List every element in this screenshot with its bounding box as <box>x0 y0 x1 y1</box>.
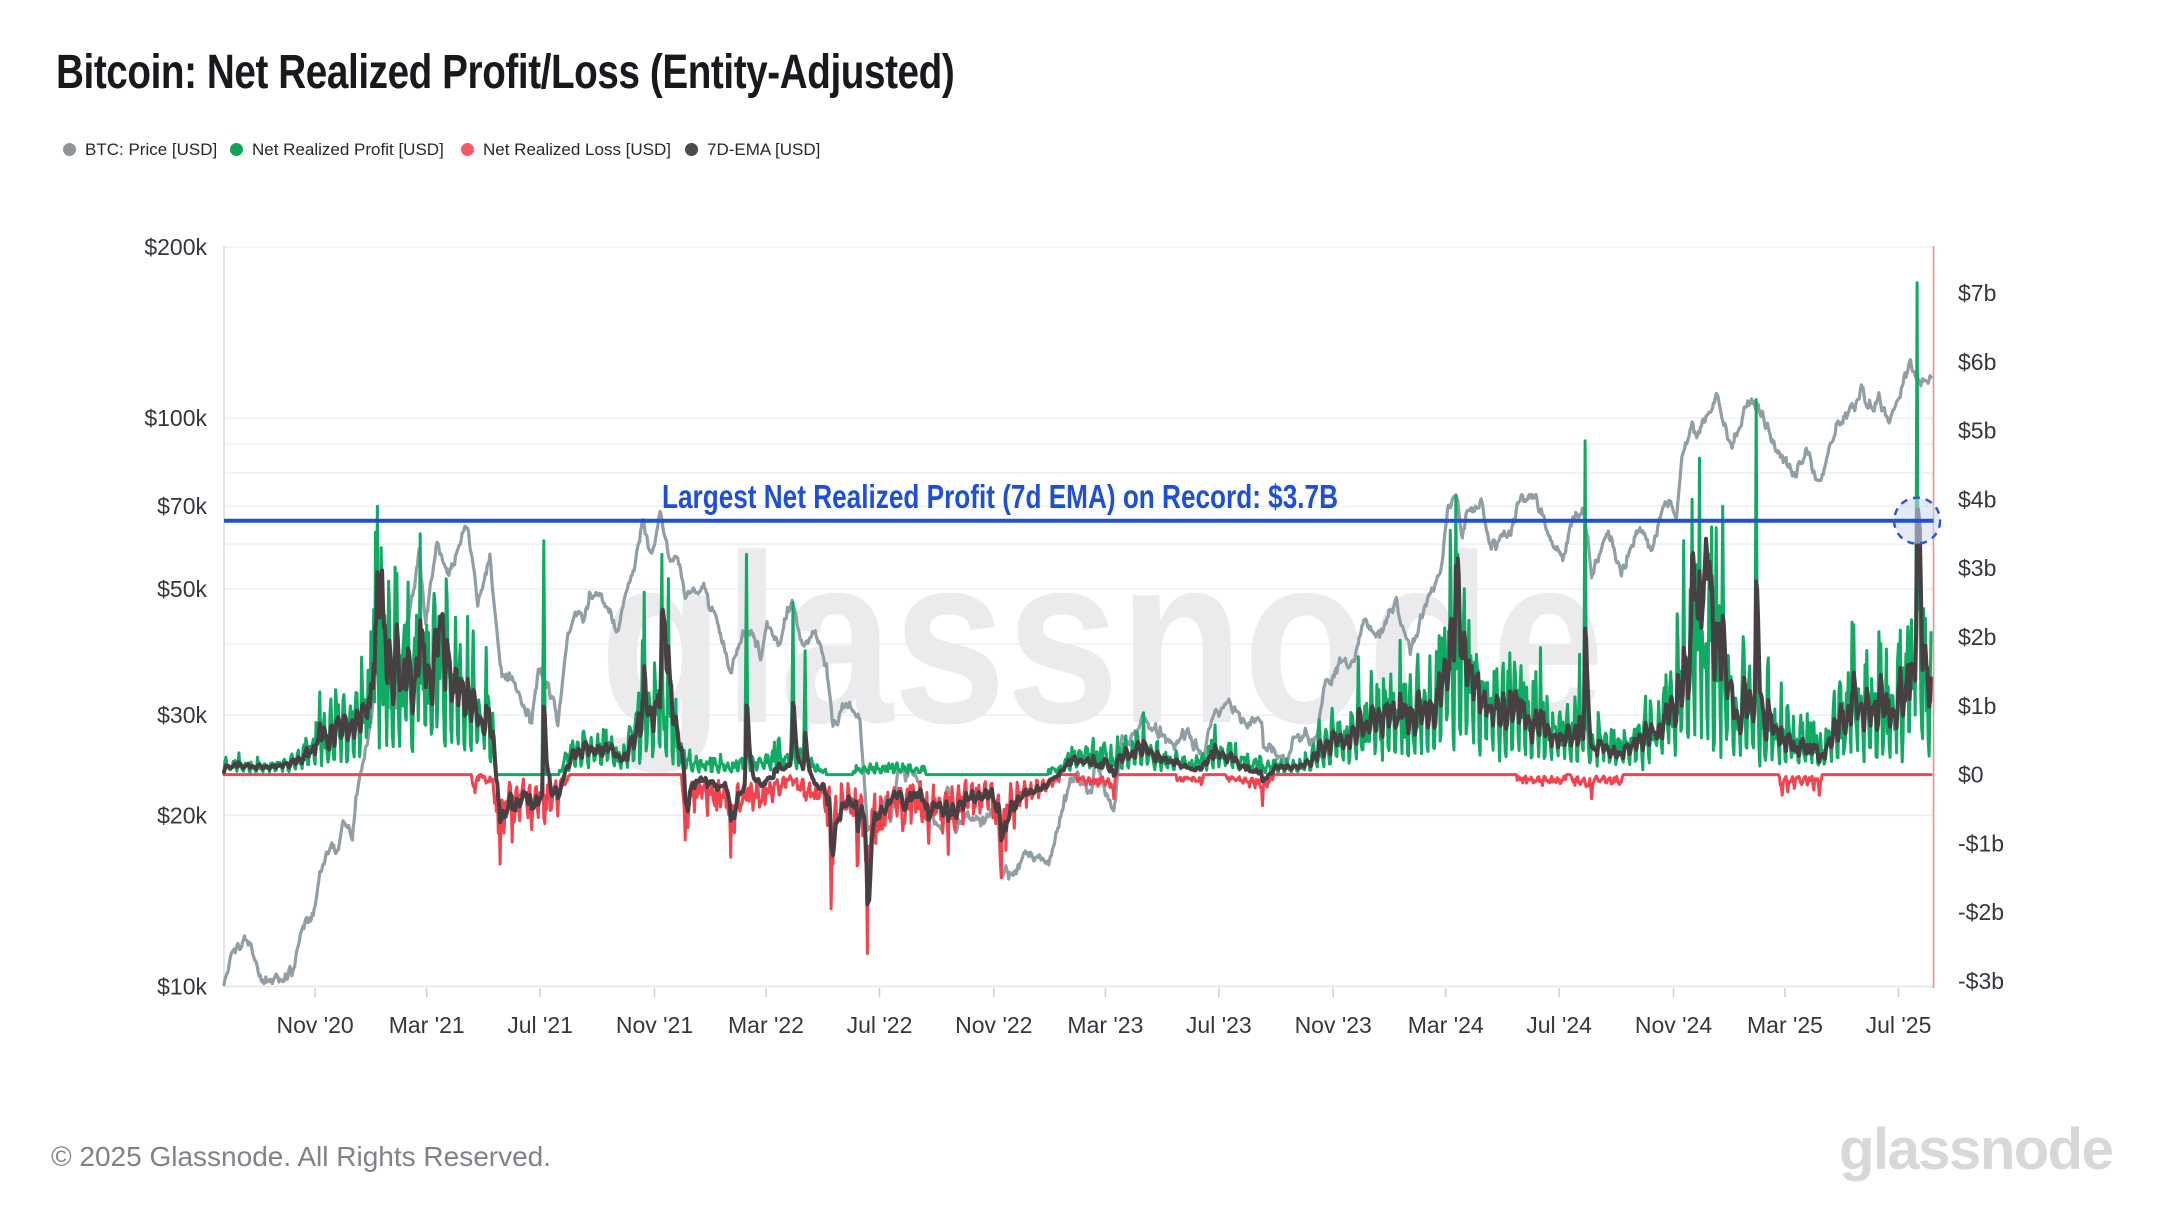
svg-text:Jul '21: Jul '21 <box>507 1012 573 1038</box>
svg-text:Mar '25: Mar '25 <box>1747 1012 1823 1038</box>
svg-text:Mar '24: Mar '24 <box>1408 1012 1484 1038</box>
svg-text:Jul '23: Jul '23 <box>1186 1012 1252 1038</box>
svg-text:$4b: $4b <box>1958 486 1996 512</box>
svg-text:$70k: $70k <box>157 493 207 519</box>
svg-text:Mar '22: Mar '22 <box>728 1012 804 1038</box>
svg-text:$3b: $3b <box>1958 555 1996 581</box>
svg-text:$20k: $20k <box>157 802 207 828</box>
svg-text:Largest Net Realized Profit (7: Largest Net Realized Profit (7d EMA) on … <box>662 478 1338 515</box>
svg-text:Jul '24: Jul '24 <box>1526 1012 1592 1038</box>
svg-text:Jul '25: Jul '25 <box>1866 1012 1932 1038</box>
svg-text:Nov '22: Nov '22 <box>955 1012 1032 1038</box>
svg-text:Jul '22: Jul '22 <box>847 1012 913 1038</box>
svg-text:$0: $0 <box>1958 762 1984 788</box>
svg-text:$6b: $6b <box>1958 349 1996 375</box>
svg-text:Nov '24: Nov '24 <box>1635 1012 1712 1038</box>
svg-text:Nov '23: Nov '23 <box>1295 1012 1372 1038</box>
svg-text:Nov '20: Nov '20 <box>276 1012 353 1038</box>
svg-text:Nov '21: Nov '21 <box>616 1012 693 1038</box>
svg-text:glassnode: glassnode <box>600 505 1605 773</box>
svg-text:$100k: $100k <box>144 405 207 431</box>
svg-text:$30k: $30k <box>157 702 207 728</box>
svg-text:$7b: $7b <box>1958 280 1996 306</box>
svg-text:$1b: $1b <box>1958 693 1996 719</box>
svg-text:$5b: $5b <box>1958 418 1996 444</box>
svg-text:$10k: $10k <box>157 973 207 999</box>
svg-text:-$1b: -$1b <box>1958 830 2004 856</box>
svg-text:$2b: $2b <box>1958 624 1996 650</box>
svg-text:-$2b: -$2b <box>1958 899 2004 925</box>
svg-text:$50k: $50k <box>157 576 207 602</box>
svg-text:Mar '21: Mar '21 <box>389 1012 465 1038</box>
svg-text:$200k: $200k <box>144 234 207 260</box>
svg-text:-$3b: -$3b <box>1958 968 2004 994</box>
svg-text:Mar '23: Mar '23 <box>1067 1012 1143 1038</box>
